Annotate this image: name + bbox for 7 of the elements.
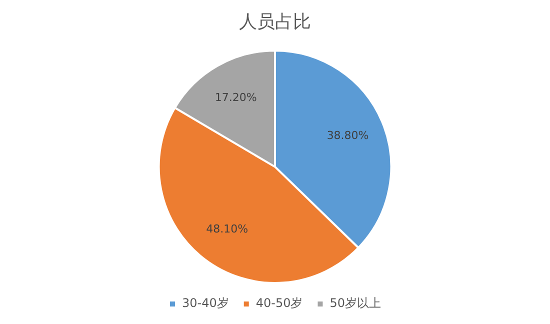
legend-label: 40-50岁 (256, 296, 303, 310)
data-label: 17.20% (214, 91, 257, 104)
legend-label: 50岁以上 (330, 296, 382, 310)
data-label: 38.80% (326, 128, 369, 142)
data-label: 48.10% (206, 222, 248, 236)
legend-label: 30-40岁 (182, 296, 229, 310)
chart-title: 人员占比 (239, 11, 311, 32)
